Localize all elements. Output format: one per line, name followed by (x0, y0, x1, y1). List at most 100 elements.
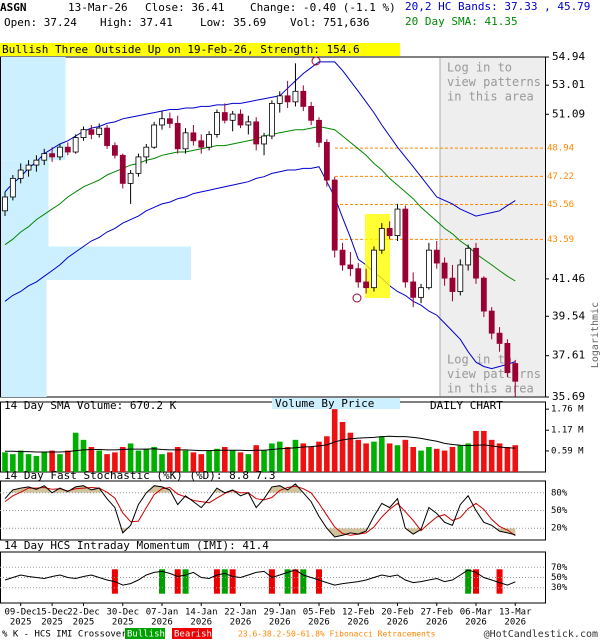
x-tick-year: 2026 (504, 618, 526, 628)
fib-label: 48.94 (547, 144, 574, 154)
volume-sma-line (5, 435, 516, 453)
volume-bar (198, 454, 205, 472)
candle-body (465, 247, 472, 266)
vbp-label-bg (272, 398, 400, 409)
volume-bar (206, 450, 212, 472)
candle-body (41, 153, 48, 161)
candle-body (9, 177, 16, 198)
candle-body (410, 281, 417, 298)
volume-bar (10, 454, 16, 472)
y-tick-label: 70% (551, 563, 568, 573)
volume-bar (119, 447, 126, 472)
crossover-signal (316, 569, 322, 594)
candle-body (245, 121, 252, 126)
candle-body (457, 264, 464, 292)
candle-body (378, 228, 385, 251)
candle-body (182, 132, 189, 150)
x-tick-year: 2025 (10, 618, 32, 628)
x-tick-label: 05-Feb (303, 608, 336, 618)
watermark: Log in to (447, 61, 512, 75)
crossover-signal (229, 569, 236, 594)
candle-body (2, 196, 8, 212)
stochastic-shade (121, 528, 516, 537)
candle-body (214, 112, 220, 135)
pattern-marker (311, 56, 321, 66)
fib-label: 47.22 (547, 172, 574, 182)
volume-by-price-bar (1, 160, 49, 247)
volume-bar (284, 447, 291, 472)
volume-text: Vol: 751,636 (290, 16, 369, 29)
x-tick-year: 2025 (41, 618, 63, 628)
y-axis-label: Logarithmic (590, 302, 600, 368)
x-tick-year: 2025 (112, 618, 134, 628)
volume-bar (347, 432, 354, 472)
volume-bar (331, 409, 338, 472)
stochastic-k-line (4, 483, 516, 538)
vbp-label: Volume By Price (275, 397, 374, 410)
volume-bar (308, 447, 314, 472)
volume-bar (167, 452, 173, 472)
volume-bar (222, 447, 228, 472)
x-tick-label: 09-Dec (4, 608, 37, 618)
volume-bar (363, 443, 369, 472)
imi-label: 14 Day HCS Intraday Momentum (IMI): 41.4 (4, 539, 269, 552)
x-tick-year: 2026 (190, 618, 212, 628)
candle-body (112, 145, 118, 156)
candle-body (221, 112, 228, 121)
candle-body (449, 277, 456, 292)
y-tick-label: 54.94 (552, 50, 585, 63)
volume-bar (80, 439, 87, 472)
crossover-signal (300, 569, 307, 594)
candle-body (268, 102, 275, 137)
volume-bar (151, 447, 157, 472)
volume-bar (481, 430, 487, 472)
x-tick-year: 2026 (151, 618, 173, 628)
legend-label: Bearish (174, 630, 212, 640)
x-tick-label: 13-Mar (499, 608, 532, 618)
volume-bar (457, 445, 464, 472)
crossover-signal (221, 569, 228, 594)
volume-bar (72, 432, 79, 472)
legend-title: % K - HCS IMI Crossover, (2, 630, 132, 640)
candle-body (284, 95, 291, 103)
candle-body (159, 118, 165, 126)
volume-bar (418, 450, 424, 472)
candle-body (363, 281, 370, 289)
candle-body (80, 129, 87, 138)
volume-bar (41, 452, 48, 472)
candle-body (151, 124, 158, 148)
volume-bar (104, 454, 110, 472)
candle-body (488, 310, 495, 334)
x-tick-year: 2026 (347, 618, 369, 628)
volume-bar (449, 447, 456, 472)
crossover-signal (496, 569, 503, 594)
crossover-signal (174, 569, 181, 594)
candle-body (57, 146, 63, 158)
stochastic-label: 14 Day Fast Stochastic (%K) (%D): 8.8 7.… (4, 469, 276, 482)
y-tick-label: 0.59 M (551, 446, 584, 456)
sma-label: 20 Day SMA: 41.35 (405, 15, 518, 28)
volume-bar (237, 452, 244, 472)
candle-body (237, 113, 244, 126)
crossover-signal (182, 569, 189, 594)
x-tick-label: 22-Dec (67, 608, 100, 618)
volume-bar (57, 454, 63, 472)
candle-body (261, 135, 267, 145)
candle-body (104, 127, 110, 146)
x-tick-label: 30-Dec (106, 608, 139, 618)
candle-body (331, 179, 338, 251)
candle-body (17, 169, 24, 179)
candle-body (174, 123, 181, 150)
volume-bar (261, 450, 267, 472)
candle-body (480, 277, 487, 312)
y-tick-label: 35.69 (552, 390, 585, 403)
candle-body (49, 153, 55, 158)
pattern-highlight (365, 214, 390, 298)
candle-body (386, 228, 393, 237)
x-tick-year: 2026 (465, 618, 487, 628)
volume-label: 14 Day SMA Volume: 670.2 K (4, 399, 177, 412)
candle-body (143, 146, 150, 158)
volume-bar (355, 439, 362, 472)
candle-body (64, 146, 71, 153)
stochastic-shade (5, 483, 516, 493)
